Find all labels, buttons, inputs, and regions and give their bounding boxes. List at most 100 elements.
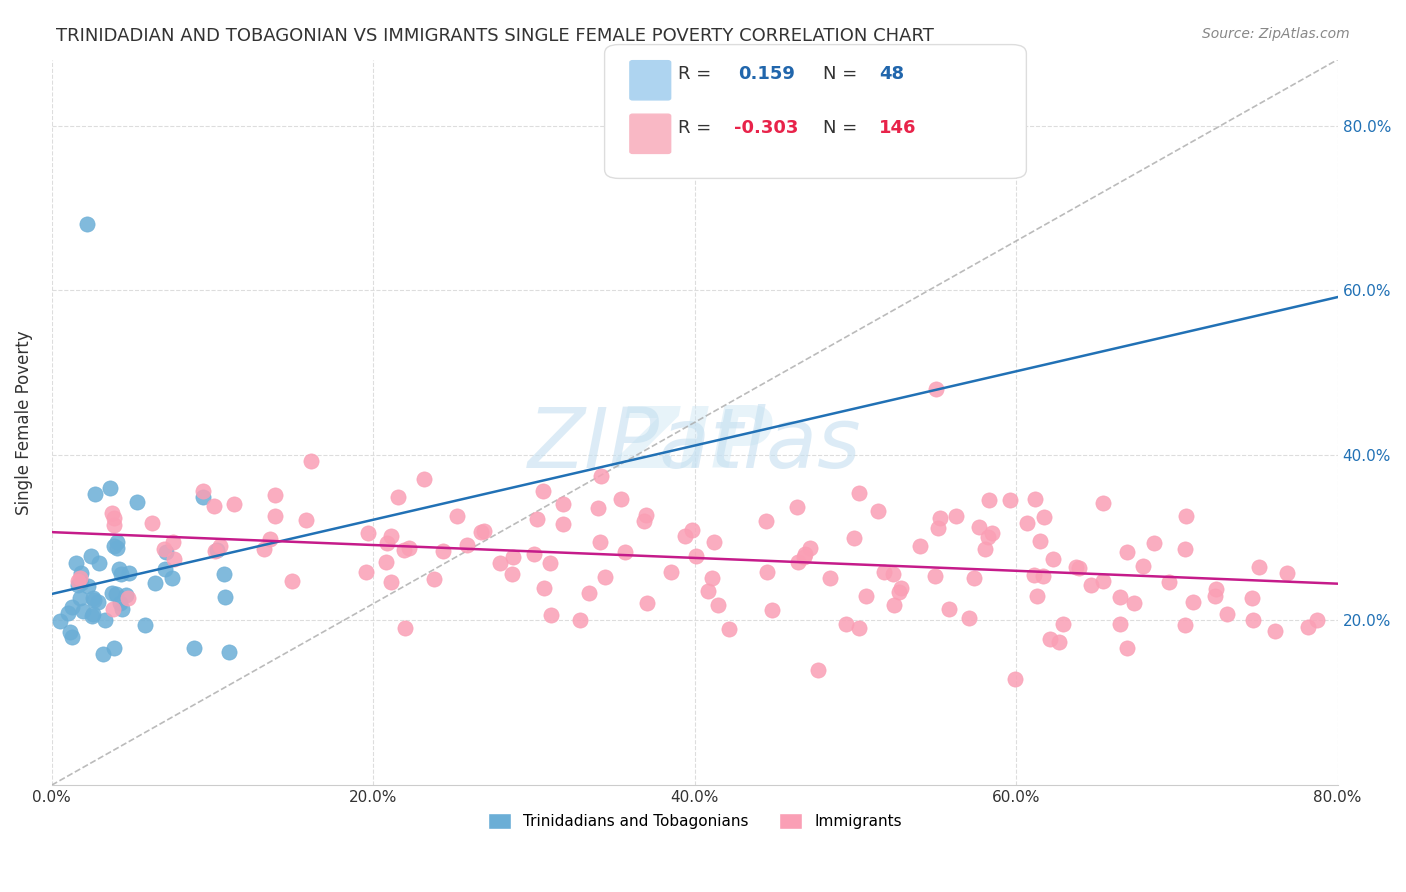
Point xyxy=(755,565,778,579)
Point xyxy=(84,487,107,501)
Point xyxy=(82,591,104,606)
Point xyxy=(375,536,398,550)
Point xyxy=(474,524,496,538)
Text: ZIPatlas: ZIPatlas xyxy=(527,403,862,484)
Point xyxy=(908,539,931,553)
Point xyxy=(636,596,658,610)
Text: Source: ZipAtlas.com: Source: ZipAtlas.com xyxy=(1202,27,1350,41)
Point xyxy=(962,571,984,585)
Legend: Trinidadians and Tobagonians, Immigrants: Trinidadians and Tobagonians, Immigrants xyxy=(482,807,908,836)
Point xyxy=(387,490,409,504)
Point xyxy=(977,492,1000,507)
Point xyxy=(1264,624,1286,638)
Point xyxy=(69,571,91,585)
Point xyxy=(591,469,613,483)
Point xyxy=(87,556,110,570)
Point xyxy=(1115,640,1137,655)
Text: R =: R = xyxy=(678,65,711,83)
Point xyxy=(927,521,949,535)
Point xyxy=(1247,560,1270,574)
Point xyxy=(807,663,830,677)
Text: N =: N = xyxy=(823,119,856,136)
Point xyxy=(49,614,72,628)
Text: ZIP: ZIP xyxy=(616,402,773,485)
Point xyxy=(634,508,657,523)
Point xyxy=(786,556,808,570)
Point xyxy=(183,640,205,655)
Point xyxy=(160,571,183,585)
Point xyxy=(1042,552,1064,566)
Point xyxy=(394,621,416,635)
Point xyxy=(354,566,377,580)
Text: 48: 48 xyxy=(879,65,904,83)
Point xyxy=(1017,516,1039,530)
Point xyxy=(357,525,380,540)
Point xyxy=(72,604,94,618)
Point xyxy=(153,541,176,556)
Point xyxy=(1174,542,1197,557)
Point xyxy=(533,581,555,595)
Point xyxy=(398,541,420,555)
Point xyxy=(855,589,877,603)
Y-axis label: Single Female Poverty: Single Female Poverty xyxy=(15,330,32,515)
Text: 0.159: 0.159 xyxy=(738,65,794,83)
Text: -0.303: -0.303 xyxy=(734,119,799,136)
Point xyxy=(110,567,132,582)
Point xyxy=(374,555,396,569)
Point xyxy=(143,575,166,590)
Point xyxy=(214,591,236,605)
Point xyxy=(586,501,609,516)
Point xyxy=(842,531,865,545)
Point xyxy=(1108,590,1130,604)
Point xyxy=(264,488,287,502)
Point xyxy=(1069,561,1091,575)
Point xyxy=(578,586,600,600)
Point xyxy=(259,532,281,546)
Point xyxy=(101,602,124,616)
Point xyxy=(1182,595,1205,609)
Point xyxy=(103,518,125,533)
Point xyxy=(538,556,561,570)
Point xyxy=(66,574,89,589)
Point xyxy=(191,484,214,499)
Point xyxy=(117,591,139,606)
Point xyxy=(1024,492,1046,507)
Point xyxy=(977,530,1000,544)
Point xyxy=(1029,534,1052,549)
Point xyxy=(882,567,904,582)
Point xyxy=(87,595,110,609)
Point xyxy=(69,566,91,581)
Point xyxy=(1298,620,1320,634)
Point xyxy=(470,524,492,539)
Text: 146: 146 xyxy=(879,119,917,136)
Point xyxy=(214,566,236,581)
Point xyxy=(1109,617,1132,632)
Point xyxy=(162,535,184,549)
Point xyxy=(432,544,454,558)
Point xyxy=(209,539,232,553)
Point xyxy=(502,549,524,564)
Point xyxy=(1174,509,1197,524)
Point xyxy=(501,566,523,581)
Point xyxy=(523,547,546,561)
Text: R =: R = xyxy=(678,119,711,136)
Point xyxy=(60,630,83,644)
Point xyxy=(890,581,912,595)
Point xyxy=(98,481,121,495)
Point xyxy=(1038,632,1060,646)
Point xyxy=(610,491,633,506)
Point xyxy=(82,607,104,622)
Point xyxy=(873,566,896,580)
Point xyxy=(105,586,128,600)
Point xyxy=(673,529,696,543)
Point xyxy=(593,570,616,584)
Point xyxy=(1241,613,1264,627)
Point xyxy=(697,584,720,599)
Point xyxy=(56,607,79,621)
Text: N =: N = xyxy=(823,65,856,83)
Point xyxy=(456,538,478,552)
Point xyxy=(1004,672,1026,686)
Point xyxy=(134,618,156,632)
Point xyxy=(1049,634,1071,648)
Point xyxy=(887,585,910,599)
